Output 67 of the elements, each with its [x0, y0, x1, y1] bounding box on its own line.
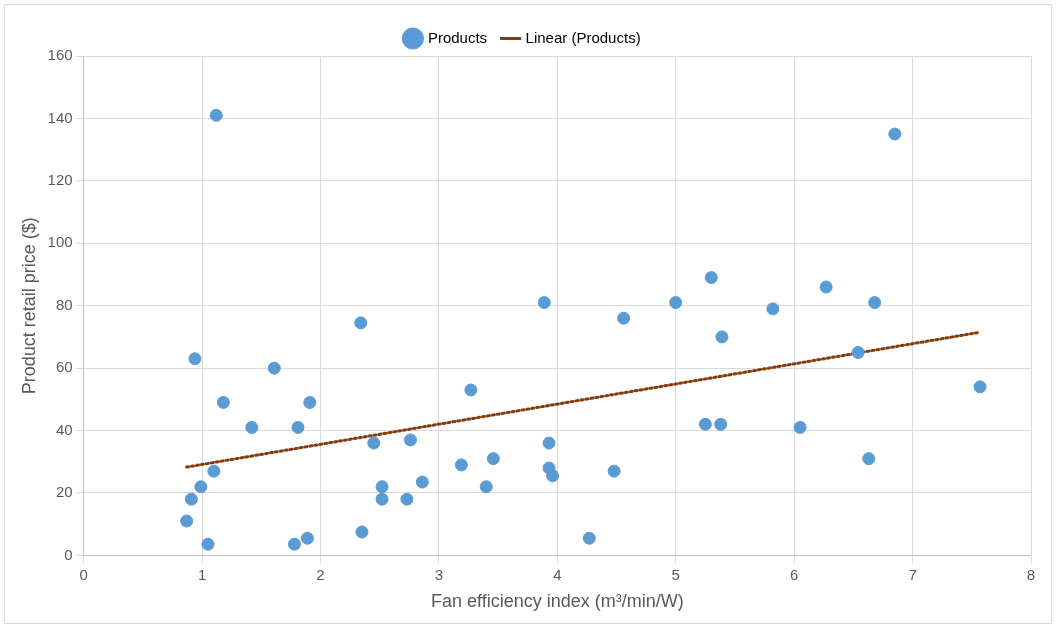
legend-label: Linear (Products) — [525, 28, 641, 46]
point — [201, 537, 215, 551]
point — [698, 417, 712, 431]
x-tick-label: 0 — [79, 565, 88, 583]
x-tick-label: 4 — [553, 565, 562, 583]
point — [607, 464, 621, 478]
point — [617, 311, 631, 325]
point — [184, 492, 198, 506]
point — [216, 395, 230, 409]
x-axis-title: Fan efficiency index (m³/min/W) — [430, 591, 684, 612]
point — [188, 352, 202, 366]
point — [479, 480, 493, 494]
point — [714, 417, 728, 431]
point — [194, 480, 208, 494]
point — [400, 492, 414, 506]
point — [542, 436, 556, 450]
point — [464, 383, 478, 397]
y-axis-title: Product retail price ($) — [18, 217, 39, 395]
point — [766, 302, 780, 316]
legend-label: Products — [427, 28, 488, 46]
x-tick-label: 5 — [671, 565, 680, 583]
y-tick-label: 20 — [55, 483, 73, 501]
x-tick-label: 8 — [1026, 565, 1036, 583]
point — [415, 475, 429, 489]
point — [300, 531, 314, 545]
x-tick-label: 2 — [316, 565, 325, 583]
point — [546, 469, 560, 483]
y-tick-label: 0 — [64, 545, 73, 563]
point — [287, 537, 301, 551]
y-tick-label: 60 — [55, 358, 73, 376]
point — [862, 452, 876, 466]
x-tick-label: 6 — [789, 565, 799, 583]
point — [180, 514, 194, 528]
y-tick-label: 100 — [47, 233, 73, 251]
point — [207, 464, 221, 478]
point — [267, 361, 281, 375]
y-tick-label: 80 — [55, 295, 73, 313]
point — [868, 296, 882, 310]
point — [303, 395, 317, 409]
x-tick-label: 7 — [908, 565, 917, 583]
point — [669, 296, 683, 310]
point — [354, 316, 368, 330]
point — [403, 433, 417, 447]
point — [375, 492, 389, 506]
point — [704, 271, 718, 285]
y-tick-label: 160 — [47, 46, 73, 64]
point — [819, 280, 833, 294]
point — [245, 420, 259, 434]
point — [486, 452, 500, 466]
y-tick-label: 140 — [47, 108, 73, 126]
point — [291, 420, 305, 434]
point — [537, 296, 551, 310]
point — [851, 346, 865, 360]
x-tick-label: 1 — [197, 565, 207, 583]
point — [793, 420, 807, 434]
point — [888, 127, 902, 141]
point — [973, 380, 987, 394]
point — [209, 108, 223, 122]
x-tick-label: 3 — [434, 565, 444, 583]
point — [355, 525, 369, 539]
point — [367, 436, 381, 450]
point — [715, 330, 729, 344]
point — [375, 480, 389, 494]
point — [454, 458, 468, 472]
y-tick-label: 120 — [47, 170, 73, 188]
point — [582, 531, 596, 545]
y-tick-label: 40 — [55, 420, 73, 438]
